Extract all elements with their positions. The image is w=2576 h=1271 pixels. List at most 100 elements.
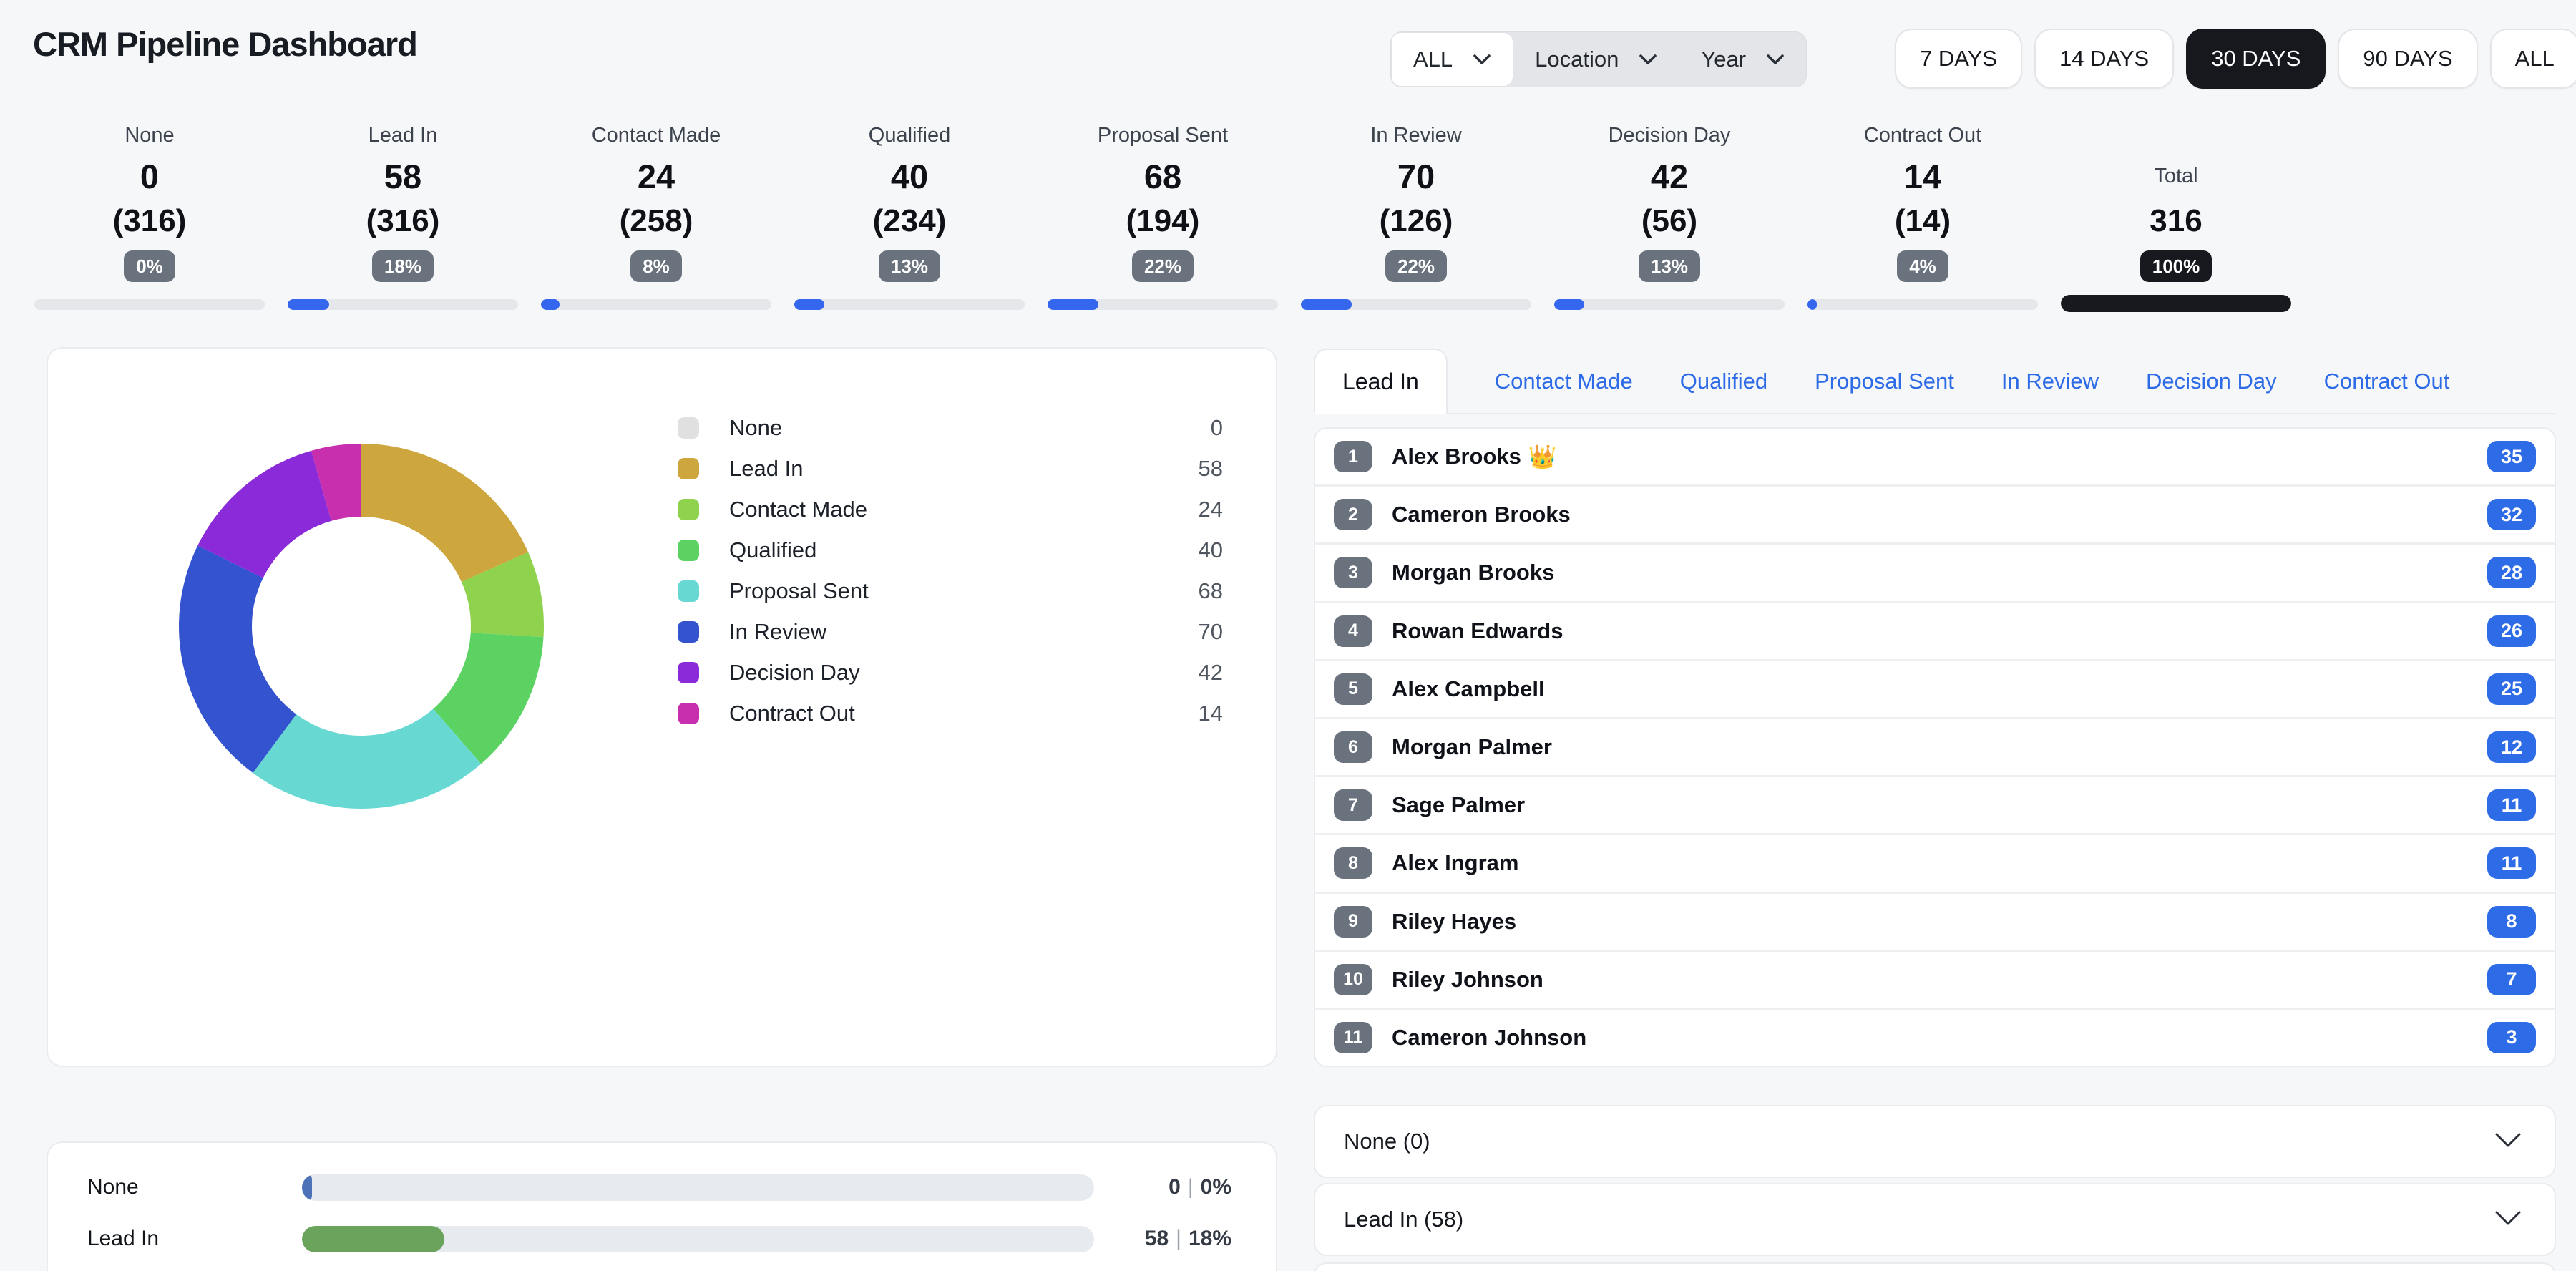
range-button-7-days[interactable]: 7 DAYS: [1895, 29, 2022, 89]
crown-icon: 👑: [1528, 444, 1557, 470]
donut-segment-contract-out: [311, 444, 361, 521]
leaderboard-row[interactable]: 10 Riley Johnson 7: [1315, 952, 2555, 1010]
person-name: Sage Palmer: [1392, 792, 1526, 818]
stat-badge-row: 18%: [371, 243, 434, 289]
stat-percent-badge: 4%: [1897, 250, 1948, 282]
tab-lead-in[interactable]: Lead In: [1314, 349, 1448, 414]
legend-item-proposal-sent: Proposal Sent 68: [678, 570, 1223, 611]
stat-percent-badge: 13%: [878, 250, 941, 282]
funnel-row-lead-in: Lead In 58 | 18%: [48, 1213, 1276, 1265]
tab-in-review[interactable]: In Review: [2001, 369, 2099, 394]
filter-selects: ALL Location Year: [1390, 31, 1807, 87]
leaderboard-row[interactable]: 6 Morgan Palmer 12: [1315, 719, 2555, 778]
range-button-90-days[interactable]: 90 DAYS: [2338, 29, 2478, 89]
range-button-14-days[interactable]: 14 DAYS: [2034, 29, 2175, 89]
range-button-all[interactable]: ALL: [2489, 29, 2576, 89]
funnel-count: 58: [1144, 1227, 1169, 1250]
leaderboard-row[interactable]: 4 Rowan Edwards 26: [1315, 603, 2555, 661]
stat-progress-fill: [794, 299, 824, 310]
range-button-30-days[interactable]: 30 DAYS: [2186, 29, 2326, 89]
stat-progress-bar: [2061, 295, 2291, 312]
stat-badge-row: 0%: [124, 243, 175, 289]
stat-badge-row: 8%: [630, 243, 682, 289]
rank-badge: 11: [1334, 1021, 1372, 1053]
stat-column-proposal-sent: Proposal Sent 68 (194) 22%: [1048, 117, 1278, 312]
legend-label: Qualified: [729, 537, 817, 563]
stat-percent-badge: 22%: [1385, 250, 1448, 282]
leaderboard-row[interactable]: 2 Cameron Brooks 32: [1315, 487, 2555, 545]
funnel-divider: |: [1187, 1175, 1194, 1199]
stat-label: Decision Day: [1608, 123, 1731, 147]
rank-badge: 3: [1334, 557, 1372, 589]
leaderboard-row[interactable]: 9 Riley Hayes 8: [1315, 894, 2555, 952]
stat-total-label: Total: [2154, 164, 2198, 188]
tab-qualified[interactable]: Qualified: [1679, 369, 1768, 394]
stat-value: 42: [1650, 157, 1689, 195]
legend-value: 24: [1198, 496, 1223, 522]
stat-label: Proposal Sent: [1097, 123, 1229, 147]
count-badge: 11: [2487, 847, 2536, 880]
leaderboard-row[interactable]: 3 Morgan Brooks 28: [1315, 545, 2555, 603]
rank-badge: 5: [1334, 673, 1372, 705]
page-title: CRM Pipeline Dashboard: [33, 25, 418, 63]
stat-value: 58: [384, 157, 422, 195]
legend-item-contact-made: Contact Made 24: [678, 489, 1223, 530]
stat-total-value: 316: [2150, 203, 2202, 238]
donut-segment-proposal-sent: [253, 708, 482, 809]
leaderboard-row[interactable]: 7 Sage Palmer 11: [1315, 777, 2555, 836]
pipeline-stats: None 0 (316) 0% Lead In 58 (316) 18% Contact Mad…: [34, 117, 2291, 312]
filter-select-all[interactable]: ALL: [1391, 32, 1514, 87]
count-badge: 26: [2487, 615, 2536, 647]
filter-select-location[interactable]: Location: [1513, 32, 1679, 87]
leaderboard-row[interactable]: 11 Cameron Johnson 3: [1315, 1010, 2555, 1066]
stat-progress-bar: [794, 299, 1025, 310]
legend-item-lead-in: Lead In 58: [678, 448, 1223, 489]
donut-segment-lead-in: [361, 444, 529, 582]
donut-chart: [178, 444, 544, 809]
leaderboard-row[interactable]: 1 Alex Brooks 👑 35: [1315, 429, 2555, 487]
person-name: Cameron Johnson: [1392, 1024, 1587, 1050]
legend-label: Contact Made: [729, 496, 867, 522]
tab-contract-out[interactable]: Contract Out: [2323, 369, 2450, 394]
stat-percent-badge: 8%: [630, 250, 682, 282]
stat-progress-fill: [1048, 299, 1098, 310]
stat-badge-row: 100%: [2140, 243, 2212, 289]
accordion-label: Lead In (58): [1344, 1207, 1464, 1232]
leaderboard-row[interactable]: 8 Alex Ingram 11: [1315, 835, 2555, 894]
leaderboard-list: 1 Alex Brooks 👑 35 2 Cameron Brooks 32 3 Morgan …: [1314, 427, 2556, 1067]
funnel-divider: |: [1176, 1227, 1181, 1250]
stat-badge-row: 22%: [1131, 243, 1194, 289]
filter-select-year[interactable]: Year: [1679, 32, 1806, 87]
legend-label: In Review: [729, 618, 827, 644]
stat-column-lead-in: Lead In 58 (316) 18%: [288, 117, 518, 312]
legend-label: Contract Out: [729, 700, 855, 726]
stat-badge-row: 22%: [1385, 243, 1448, 289]
stat-progress-bar: [1554, 299, 1785, 310]
person-name: Morgan Palmer: [1392, 734, 1552, 760]
person-name: Alex Brooks: [1392, 444, 1521, 469]
tab-proposal-sent[interactable]: Proposal Sent: [1815, 369, 1954, 394]
donut-panel: None 0 Lead In 58 Contact Made 24 Qualified 40 P…: [47, 347, 1277, 1067]
legend-item-decision-day: Decision Day 42: [678, 652, 1223, 693]
tab-decision-day[interactable]: Decision Day: [2145, 369, 2277, 394]
tab-contact-made[interactable]: Contact Made: [1494, 369, 1633, 394]
funnel-value: 0 | 0%: [1094, 1175, 1231, 1199]
stat-cumulative: (258): [619, 203, 693, 238]
accordion-label: None (0): [1344, 1129, 1430, 1154]
funnel-percent: 0%: [1200, 1175, 1231, 1199]
stat-column-in-review: In Review 70 (126) 22%: [1301, 117, 1531, 312]
donut-legend: None 0 Lead In 58 Contact Made 24 Qualified 40 P…: [678, 407, 1223, 734]
person-name: Alex Campbell: [1392, 676, 1545, 701]
rank-badge: 2: [1334, 499, 1372, 531]
stat-percent-badge: 100%: [2140, 250, 2212, 282]
leaderboard-row[interactable]: 5 Alex Campbell 25: [1315, 661, 2555, 719]
stat-cumulative: (14): [1894, 203, 1951, 238]
funnel-stage-label: None: [87, 1175, 139, 1199]
stat-percent-badge: 13%: [1638, 250, 1701, 282]
legend-value: 58: [1198, 455, 1223, 481]
accordion-lead-in-58[interactable]: Lead In (58): [1314, 1183, 2556, 1256]
filter-select-label: ALL: [1413, 47, 1453, 72]
accordion-none-0[interactable]: None (0): [1314, 1105, 2556, 1178]
legend-swatch-icon: [678, 702, 699, 724]
accordion-item[interactable]: [1314, 1262, 2556, 1271]
